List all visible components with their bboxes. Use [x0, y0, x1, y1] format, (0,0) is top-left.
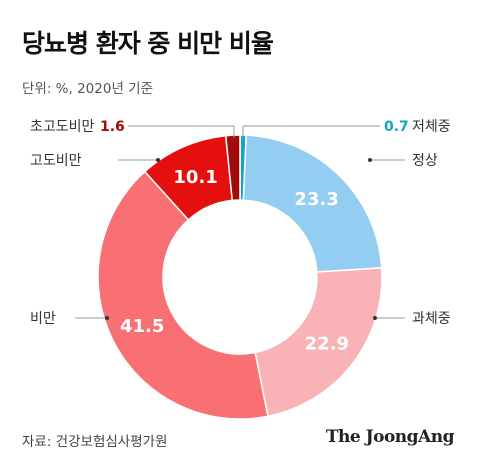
chart-subtitle: 단위: %, 2020년 기준 — [22, 81, 153, 97]
category-label-초고도비만: 초고도비만 — [30, 119, 95, 135]
slice-비만 — [97, 170, 269, 420]
slice-초고도비만 — [224, 134, 241, 202]
leader-dot-고도비만 — [156, 158, 160, 162]
category-label-비만: 비만 — [30, 311, 56, 327]
category-label-고도비만: 고도비만 — [30, 153, 82, 169]
source-note: 자료: 건강보험심사평가원 — [22, 434, 168, 450]
value-label-정상: 23.3 — [294, 189, 338, 210]
value-label-저체중: 0.7 — [384, 119, 409, 135]
category-label-정상: 정상 — [412, 153, 438, 169]
slice-과체중 — [254, 267, 383, 418]
value-label-비만: 41.5 — [120, 316, 164, 337]
slice-정상 — [242, 134, 383, 273]
value-label-과체중: 22.9 — [305, 334, 349, 355]
brand-logo: The JoongAng — [325, 427, 455, 447]
value-label-초고도비만: 1.6 — [100, 119, 125, 135]
value-label-고도비만: 10.1 — [173, 167, 217, 188]
leader-dot-정상 — [368, 158, 372, 162]
leader-dot-과체중 — [373, 316, 377, 320]
chart-title: 당뇨병 환자 중 비만 비율 — [22, 29, 274, 58]
leader-dot-비만 — [105, 316, 109, 320]
category-label-저체중: 저체중 — [412, 119, 451, 135]
category-label-과체중: 과체중 — [412, 311, 451, 327]
